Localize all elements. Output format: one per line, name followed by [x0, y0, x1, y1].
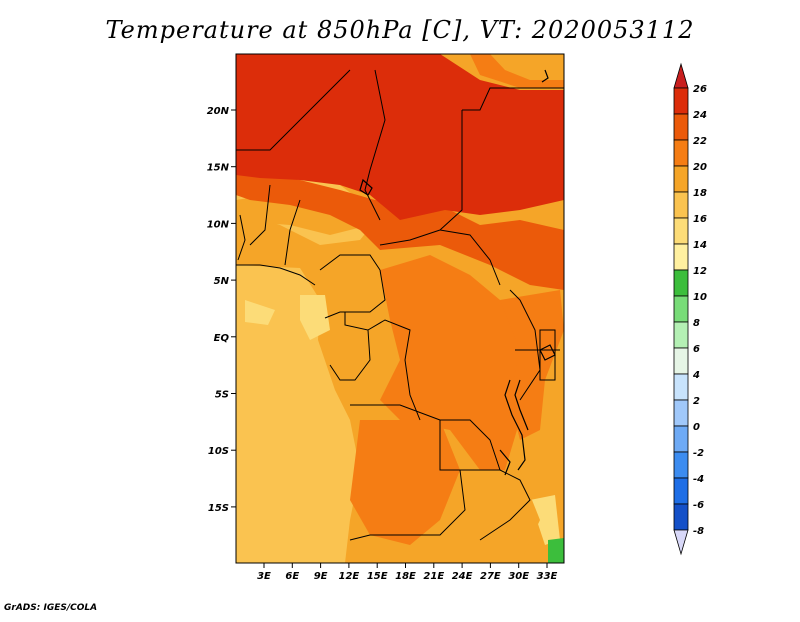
- lon-label: 12E: [339, 571, 360, 582]
- colorbar-label: 0: [693, 422, 700, 433]
- map-frame: [235, 53, 565, 564]
- colorbar-swatch: [673, 269, 689, 297]
- colorbar-label: -4: [693, 474, 704, 485]
- colorbar-swatch: [673, 451, 689, 479]
- colorbar-label: -6: [693, 500, 704, 511]
- colorbar-label: 18: [693, 188, 707, 199]
- lat-label: 15N: [207, 163, 230, 174]
- lakes: [359, 69, 556, 476]
- grads-credit: GrADS: IGES/COLA: [4, 603, 98, 613]
- colorbar-label: 8: [693, 318, 700, 329]
- colorbar-label: -8: [693, 526, 704, 537]
- colorbar-bottom-arrow: [673, 529, 689, 556]
- colorbar-swatch: [673, 217, 689, 245]
- colorbar-label: 10: [693, 292, 707, 303]
- colorbar-label: -2: [693, 448, 704, 459]
- lat-label: 20N: [207, 106, 230, 117]
- colorbar-label: 20: [693, 162, 707, 173]
- colorbar-swatch: [673, 243, 689, 271]
- colorbar-swatch: [673, 321, 689, 349]
- colorbar-swatch: [673, 87, 689, 115]
- longitude-axis: 3E 6E 9E 12E 15E 18E 21E 24E 27E 30E 33E: [257, 563, 558, 582]
- lat-label: 10S: [208, 446, 229, 457]
- colorbar-label: 24: [693, 110, 707, 121]
- colorbar-swatch: [673, 191, 689, 219]
- lat-label: 5N: [214, 276, 230, 287]
- lat-label: 10N: [207, 219, 230, 230]
- lon-label: 24E: [452, 571, 473, 582]
- colorbar-label: 26: [693, 84, 707, 95]
- lon-label: 15E: [367, 571, 388, 582]
- lon-label: 33E: [537, 571, 558, 582]
- colorbar-swatch: [673, 347, 689, 375]
- temperature-field: [236, 54, 564, 563]
- lon-label: 18E: [395, 571, 416, 582]
- lat-label: EQ: [214, 333, 230, 344]
- colorbar-swatch: [673, 373, 689, 401]
- colorbar-label: 16: [693, 214, 707, 225]
- lon-label: 3E: [257, 571, 271, 582]
- colorbar-swatch: [673, 503, 689, 531]
- lon-label: 9E: [314, 571, 328, 582]
- colorbar-swatch: [673, 113, 689, 141]
- colorbar-label: 14: [693, 240, 707, 251]
- colorbar-swatch: [673, 295, 689, 323]
- lon-label: 6E: [285, 571, 299, 582]
- map-title: Temperature at 850hPa [C], VT: 202005311…: [105, 16, 695, 44]
- lat-label: 15S: [208, 503, 229, 514]
- colorbar-swatch: [673, 477, 689, 505]
- latitude-axis: 20N 15N 10N 5N EQ 5S 10S 15S: [207, 106, 236, 514]
- colorbar-top-arrow: [673, 62, 689, 89]
- lon-label: 21E: [423, 571, 444, 582]
- colorbar-label: 12: [693, 266, 707, 277]
- country-borders: [236, 69, 564, 541]
- colorbar-swatch: [673, 165, 689, 193]
- lon-label: 27E: [480, 571, 501, 582]
- colorbar-label: 22: [693, 136, 707, 147]
- colorbar-swatch: [673, 399, 689, 427]
- colorbar-label: 4: [692, 370, 700, 381]
- lat-label: 5S: [215, 390, 229, 401]
- colorbar-label: 6: [693, 344, 700, 355]
- colorbar-swatch: [673, 139, 689, 167]
- colorbar-label: 2: [693, 396, 700, 407]
- lon-label: 30E: [508, 571, 529, 582]
- colorbar-swatch: [673, 425, 689, 453]
